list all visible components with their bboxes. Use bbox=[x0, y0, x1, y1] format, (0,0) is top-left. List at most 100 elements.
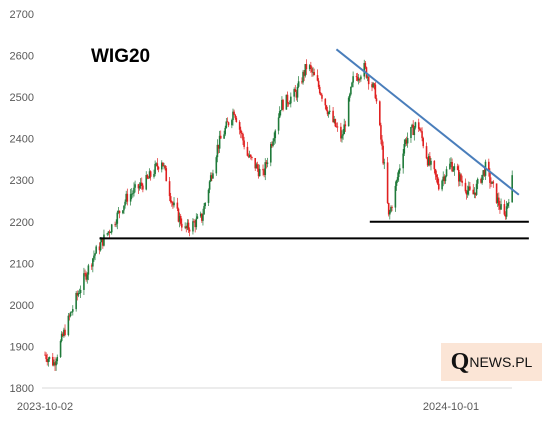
candle bbox=[499, 200, 501, 214]
candle bbox=[324, 98, 327, 110]
candle bbox=[350, 86, 352, 96]
candle bbox=[469, 181, 471, 192]
candle-body bbox=[106, 233, 109, 235]
candle bbox=[403, 139, 406, 156]
candle bbox=[149, 170, 152, 181]
candle bbox=[406, 132, 409, 148]
candle-body bbox=[334, 119, 337, 127]
candle-body bbox=[100, 238, 103, 243]
candle bbox=[242, 132, 244, 146]
candle-body bbox=[437, 183, 440, 190]
candle bbox=[273, 132, 275, 146]
candle-body bbox=[95, 246, 97, 254]
candle bbox=[133, 182, 135, 197]
candle bbox=[453, 163, 456, 176]
candle-body bbox=[441, 180, 443, 190]
candle-body bbox=[500, 204, 502, 210]
candle-body bbox=[146, 175, 149, 179]
candle-body bbox=[116, 212, 119, 224]
candle-body bbox=[209, 175, 212, 182]
candle bbox=[386, 156, 389, 205]
candle bbox=[481, 174, 483, 185]
candle-body bbox=[297, 81, 300, 87]
candle-body bbox=[286, 94, 289, 104]
candle-body bbox=[140, 182, 143, 186]
candle bbox=[277, 113, 280, 135]
candle-body bbox=[318, 86, 321, 94]
candle bbox=[233, 109, 235, 116]
candle-body bbox=[452, 170, 455, 172]
candle-body bbox=[254, 158, 257, 169]
candle bbox=[148, 168, 151, 179]
candle-body bbox=[295, 91, 298, 98]
candle-body bbox=[139, 182, 142, 187]
candle-body bbox=[443, 176, 446, 182]
candle-body bbox=[499, 205, 501, 210]
candle-body bbox=[325, 105, 328, 111]
candle-body bbox=[324, 98, 327, 106]
candle-body bbox=[265, 162, 268, 164]
candle bbox=[321, 93, 323, 102]
candle bbox=[399, 164, 401, 174]
candle bbox=[297, 76, 300, 89]
candle-body bbox=[47, 358, 50, 363]
candle bbox=[302, 69, 304, 85]
candle bbox=[266, 157, 269, 168]
candle bbox=[215, 155, 218, 176]
candle-body bbox=[256, 164, 259, 169]
candle bbox=[164, 164, 166, 171]
candle bbox=[473, 187, 476, 199]
candle-body bbox=[422, 138, 424, 147]
candle-body bbox=[464, 182, 467, 192]
candle-body bbox=[364, 63, 367, 68]
candle bbox=[243, 136, 245, 150]
candle-body bbox=[272, 141, 274, 146]
candle bbox=[294, 85, 297, 92]
candle-body bbox=[242, 134, 244, 141]
candle-body bbox=[342, 134, 344, 136]
candle-body bbox=[490, 182, 492, 184]
candle-body bbox=[430, 160, 432, 165]
candle-body bbox=[372, 83, 374, 88]
candle-body bbox=[102, 238, 104, 246]
candle bbox=[106, 232, 109, 237]
candle bbox=[434, 168, 437, 180]
candle bbox=[209, 172, 212, 182]
candle-body bbox=[450, 161, 452, 164]
candle bbox=[176, 197, 179, 212]
candle bbox=[444, 175, 447, 184]
candle-body bbox=[444, 176, 447, 182]
y-tick-label: 2100 bbox=[10, 258, 34, 270]
x-axis: 2023-10-02 2024-10-01 bbox=[17, 387, 512, 413]
candle-body bbox=[247, 155, 250, 157]
candle-body bbox=[491, 181, 493, 184]
candle bbox=[83, 267, 85, 295]
candle bbox=[265, 159, 268, 169]
candle-body bbox=[199, 213, 202, 217]
candle-body bbox=[98, 246, 101, 251]
candle bbox=[219, 130, 222, 139]
candle bbox=[508, 198, 510, 209]
candle bbox=[226, 117, 229, 123]
candle-body bbox=[366, 76, 369, 78]
candle bbox=[255, 162, 258, 169]
candle-body bbox=[333, 119, 336, 123]
candle bbox=[443, 174, 446, 185]
candle-body bbox=[413, 127, 416, 136]
candle bbox=[412, 120, 414, 136]
candle-body bbox=[164, 165, 166, 169]
candle-body bbox=[371, 84, 373, 88]
candle-body bbox=[302, 71, 304, 83]
candle bbox=[115, 219, 117, 228]
candle-body bbox=[249, 154, 252, 157]
candle bbox=[348, 92, 351, 102]
candle bbox=[410, 126, 412, 143]
candle-body bbox=[316, 75, 319, 81]
candle bbox=[488, 158, 490, 177]
candle-body bbox=[138, 186, 141, 189]
candle-body bbox=[457, 169, 460, 182]
candle-body bbox=[69, 312, 72, 317]
candle bbox=[426, 157, 429, 167]
candle bbox=[396, 172, 399, 183]
candle-body bbox=[154, 163, 156, 174]
